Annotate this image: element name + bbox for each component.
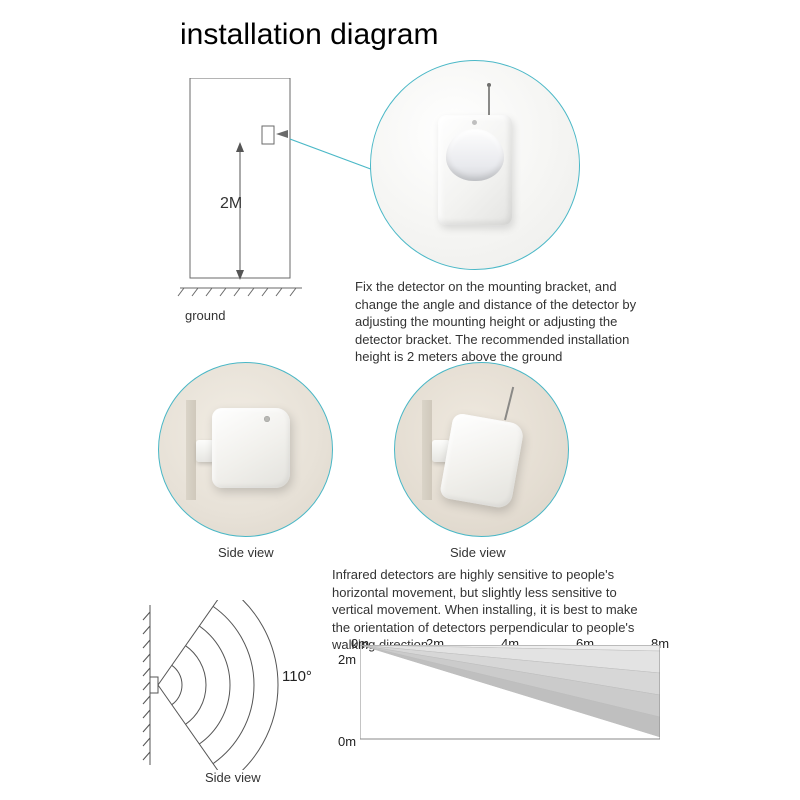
wall-mount-diagram: 2M [170, 78, 310, 298]
ground-label: ground [185, 308, 225, 323]
angle-label: 110° [282, 668, 312, 685]
range-y-bottom: 0m [338, 734, 356, 749]
detection-range-chart [360, 645, 660, 755]
detection-angle-diagram [140, 600, 340, 770]
product-photo-front [370, 60, 580, 270]
pir-side-tilt-icon [422, 390, 542, 510]
sideview-label: Side view [450, 545, 506, 560]
sideview-label: Side view [205, 770, 261, 785]
range-y-top: 2m [338, 652, 356, 667]
pir-sensor-icon [430, 95, 520, 235]
product-photo-side-a [158, 362, 333, 537]
pir-side-icon [186, 390, 306, 510]
height-label: 2M [220, 195, 242, 212]
product-photo-side-b [394, 362, 569, 537]
page-title: installation diagram [180, 18, 438, 52]
sideview-label: Side view [218, 545, 274, 560]
mounting-instruction-text: Fix the detector on the mounting bracket… [355, 278, 645, 366]
